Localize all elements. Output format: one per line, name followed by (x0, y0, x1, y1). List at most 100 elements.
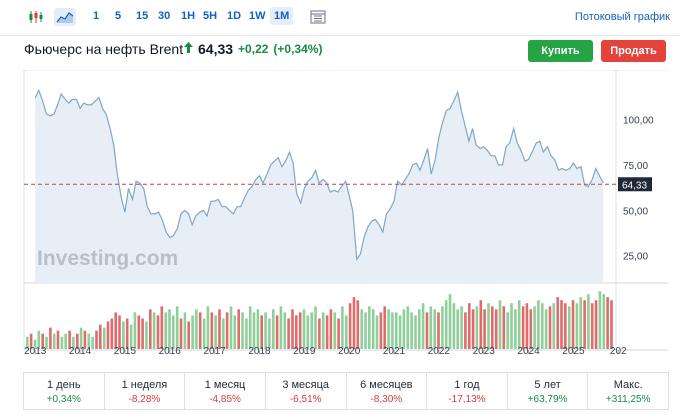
volume-bar (72, 336, 75, 349)
volume-bar (272, 309, 275, 349)
volume-bar (483, 309, 486, 349)
x-tick-label: 2022 (428, 346, 451, 357)
price-chart[interactable]: 2013 2014 2015 2016 2017 2018 2019 2020 2021 2022… (0, 70, 680, 362)
volume-bar (241, 312, 244, 349)
volume-bars (26, 291, 613, 349)
volume-bar (418, 309, 421, 349)
performance-value: +311,25% (605, 394, 651, 405)
volume-bar (537, 300, 540, 349)
volume-bar (571, 300, 575, 349)
volume-bar (110, 318, 114, 349)
performance-cell[interactable]: 1 год -17,13% (427, 373, 508, 409)
volume-bar (168, 309, 171, 349)
volume-bar (149, 309, 152, 349)
volume-bar (164, 312, 167, 349)
timeframe-1[interactable]: 1 (93, 10, 100, 22)
x-axis: 2013 2014 2015 2016 2017 2018 2019 2020 2021 2022… (24, 346, 627, 357)
volume-bar (441, 306, 444, 349)
performance-period: Макс. (613, 379, 643, 391)
performance-period: 1 месяц (204, 379, 246, 391)
performance-cell[interactable]: 6 месяцев -8,30% (347, 373, 428, 409)
timeframe-5h[interactable]: 5H (203, 10, 218, 22)
performance-cell[interactable]: Макс. +311,25% (588, 373, 668, 409)
volume-bar (460, 306, 463, 349)
performance-value: +0,34% (46, 394, 81, 405)
volume-bar (525, 303, 529, 349)
volume-bar (356, 300, 360, 349)
last-price: 64,33 (198, 41, 234, 57)
table-icon[interactable] (308, 8, 328, 26)
volume-bar (314, 306, 317, 349)
performance-value: -6,51% (289, 394, 322, 405)
performance-cell[interactable]: 3 месяца -6,51% (266, 373, 347, 409)
x-tick-label: 2024 (517, 346, 540, 357)
volume-bar (583, 300, 586, 349)
volume-bar (383, 306, 386, 349)
volume-bar (152, 312, 156, 349)
x-tick-label: 2023 (473, 346, 496, 357)
streaming-chart-link[interactable]: Потоковый график (574, 11, 670, 23)
volume-bar (337, 318, 340, 349)
volume-bar (491, 306, 494, 349)
area-chart-icon[interactable] (54, 8, 76, 26)
performance-cell[interactable]: 5 лет +63,79% (508, 373, 589, 409)
volume-bar (425, 312, 429, 349)
volume-bar (567, 306, 571, 349)
instrument-header: Фьючерс на нефть Brent 64,33 +0,22 (+0,3… (0, 36, 680, 68)
volume-bar (510, 303, 513, 349)
volume-bar (145, 321, 148, 349)
volume-bar (102, 327, 106, 349)
volume-bar (456, 309, 459, 349)
volume-bar (52, 333, 56, 349)
timeframe-1m[interactable]: 1M (270, 7, 294, 25)
timeframe-1h[interactable]: 1H (181, 10, 196, 22)
volume-bar (172, 315, 175, 349)
timeframe-1d[interactable]: 1D (227, 10, 242, 22)
volume-bar (345, 315, 348, 349)
performance-value: -8,28% (128, 394, 161, 405)
volume-bar (310, 312, 313, 349)
performance-cell[interactable]: 1 месяц -4,85% (185, 373, 266, 409)
candlestick-icon[interactable] (26, 8, 46, 26)
investing-watermark: Investing.com (37, 247, 178, 270)
volume-bar (517, 300, 521, 349)
buy-button[interactable]: Купить (528, 40, 593, 62)
performance-cell[interactable]: 1 неделя -8,28% (105, 373, 186, 409)
volume-bar (594, 300, 598, 349)
sell-button[interactable]: Продать (601, 40, 666, 62)
volume-bar (179, 318, 183, 349)
volume-bar (210, 312, 214, 349)
volume-bar (494, 309, 498, 349)
volume-bar (391, 312, 394, 349)
volume-bar (202, 318, 206, 349)
current-price-box (618, 177, 652, 192)
volume-bar (321, 312, 325, 349)
volume-bar (106, 321, 110, 349)
timeframe-30[interactable]: 30 (158, 10, 171, 22)
volume-bar (141, 318, 144, 349)
x-tick-label: 2016 (159, 346, 182, 357)
volume-bar (341, 306, 344, 349)
volume-bar (91, 336, 94, 349)
volume-bar (471, 309, 475, 349)
timeframe-15[interactable]: 15 (136, 10, 149, 22)
volume-bar (579, 297, 582, 349)
timeframe-1w[interactable]: 1W (249, 10, 266, 22)
volume-bar (275, 315, 279, 349)
volume-bar (26, 336, 29, 349)
volume-bar (325, 315, 329, 349)
volume-bar (544, 309, 548, 349)
volume-bar (429, 306, 433, 349)
volume-bar (590, 303, 594, 349)
performance-period: 3 месяца (282, 379, 330, 391)
volume-bar (287, 318, 290, 349)
performance-cell[interactable]: 1 день +0,34% (24, 373, 105, 409)
timeframe-5[interactable]: 5 (115, 10, 122, 22)
x-tick-label: 202 (610, 346, 627, 357)
volume-bar (394, 312, 398, 349)
volume-bar (264, 312, 267, 349)
volume-bar (49, 327, 52, 349)
volume-bar (556, 297, 559, 349)
y-tick-label: 100,00 (623, 115, 654, 126)
volume-bar (248, 306, 252, 349)
